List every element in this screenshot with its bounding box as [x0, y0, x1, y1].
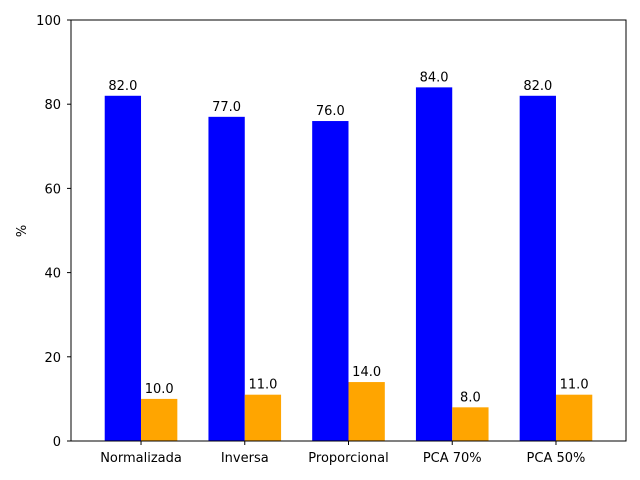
bar-series-1-inversa — [208, 116, 245, 441]
x-axis: Normalizada Inversa Proporcional PCA 70% PCA… — [100, 441, 585, 466]
data-label: 76.0 — [316, 104, 345, 119]
data-label: 77.0 — [212, 100, 241, 115]
y-tick-label: 60 — [44, 182, 61, 197]
y-tick-label: 40 — [44, 267, 61, 282]
bar-series-2-pca-50- — [555, 394, 593, 441]
data-label: 8.0 — [460, 390, 481, 405]
x-tick-label: PCA 70% — [423, 451, 482, 466]
x-tick-label: Proporcional — [308, 451, 388, 466]
x-tick-label: PCA 50% — [527, 451, 586, 466]
bar-series-1-pca-70- — [415, 87, 453, 442]
bars-layer — [104, 87, 593, 442]
bar-series-2-proporcional — [348, 382, 385, 441]
bar-series-2-normalizada — [141, 398, 178, 441]
y-tick-label: 20 — [44, 351, 61, 366]
y-tick-label: 0 — [53, 435, 61, 450]
y-axis-label: % — [15, 225, 30, 237]
y-tick-label: 100 — [36, 14, 61, 29]
x-tick-label: Normalizada — [100, 451, 182, 466]
data-label: 14.0 — [352, 365, 381, 380]
bar-series-1-proporcional — [312, 121, 349, 441]
bar-series-1-normalizada — [104, 95, 142, 441]
data-label: 82.0 — [523, 79, 552, 94]
data-label: 11.0 — [248, 378, 277, 393]
data-label: 82.0 — [108, 79, 137, 94]
data-labels-layer: 82.0 77.0 76.0 84.0 82.0 10.0 11.0 14.0 8.0 11.0 — [108, 70, 588, 405]
bar-series-1-pca-50- — [519, 95, 556, 441]
bar-series-2-pca-70- — [452, 407, 489, 441]
data-label: 11.0 — [560, 378, 589, 393]
data-label: 84.0 — [420, 70, 449, 85]
data-label: 10.0 — [145, 382, 174, 397]
y-tick-label: 80 — [44, 98, 61, 113]
y-axis: 0 20 40 60 80 100 — [36, 14, 71, 450]
x-tick-label: Inversa — [221, 451, 269, 466]
bar-series-2-inversa — [244, 394, 282, 441]
